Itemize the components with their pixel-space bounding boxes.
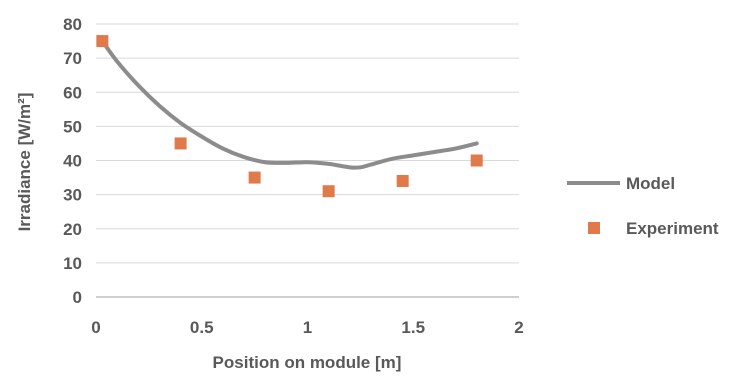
legend-marker-experiment [588, 222, 600, 234]
x-tick-label: 1.5 [401, 318, 425, 337]
data-point-experiment [322, 185, 335, 198]
legend-label-experiment: Experiment [626, 219, 719, 238]
y-tick-label: 40 [63, 152, 82, 171]
y-tick-label: 80 [63, 15, 82, 34]
x-tick-label: 0 [91, 318, 100, 337]
data-point-experiment [396, 174, 409, 187]
y-tick-label: 10 [63, 254, 82, 273]
series-line-model [100, 39, 479, 170]
y-axis-title: Irradiance [W/m²] [15, 93, 34, 232]
x-tick-label: 1 [303, 318, 312, 337]
data-point-experiment [174, 137, 187, 150]
legend: Model Experiment [567, 174, 719, 238]
x-tick-label: 0.5 [190, 318, 214, 337]
y-tick-label: 20 [63, 220, 82, 239]
y-tick-label: 60 [63, 83, 82, 102]
data-point-experiment [470, 154, 483, 167]
y-axis-ticks: 0 10 20 30 40 50 60 70 80 [63, 15, 82, 307]
y-tick-label: 30 [63, 186, 82, 205]
data-point-experiment [248, 171, 261, 184]
series-points-experiment [96, 35, 483, 198]
y-tick-label: 0 [73, 288, 82, 307]
x-axis-title: Position on module [m] [213, 353, 402, 372]
x-tick-label: 2 [514, 318, 523, 337]
data-point-experiment [96, 35, 109, 48]
legend-label-model: Model [626, 174, 675, 193]
y-tick-label: 50 [63, 117, 82, 136]
y-tick-label: 70 [63, 49, 82, 68]
x-axis-ticks: 0 0.5 1 1.5 2 [91, 318, 523, 337]
